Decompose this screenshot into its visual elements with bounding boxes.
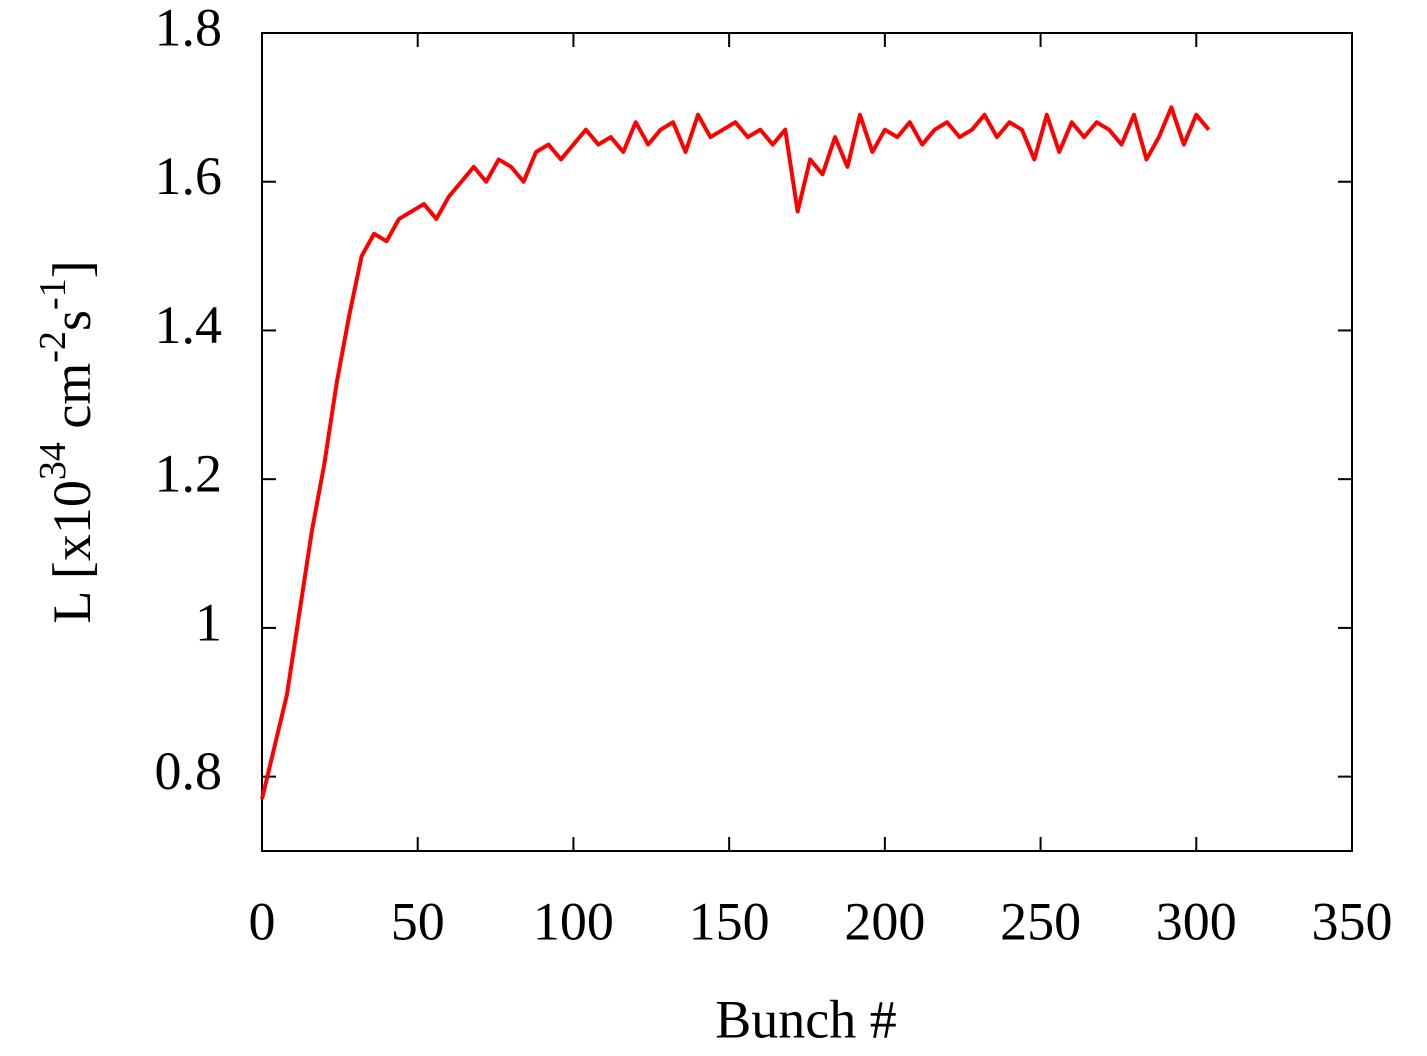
x-tick-label: 100 xyxy=(533,891,614,951)
y-axis-label: L [x1034 cm-2s-1] xyxy=(32,260,103,623)
data-line xyxy=(260,105,1211,800)
y-tick-label: 1 xyxy=(195,592,222,652)
y-tick-label: 1.4 xyxy=(155,295,223,355)
x-tick-label: 150 xyxy=(689,891,770,951)
x-tick-label: 350 xyxy=(1312,891,1393,951)
y-label-part: ] xyxy=(42,260,102,278)
y-tick-label: 1.2 xyxy=(155,444,223,504)
x-tick-label: 300 xyxy=(1156,891,1237,951)
y-tick-label: 1.6 xyxy=(155,146,223,206)
y-tick-label: 0.8 xyxy=(155,741,223,801)
x-tick-label: 250 xyxy=(1000,891,1081,951)
x-tick-label: 0 xyxy=(249,891,276,951)
y-tick-label: 1.8 xyxy=(155,0,223,57)
y-label-part: cm xyxy=(42,363,102,442)
y-label-sup: -1 xyxy=(32,278,74,310)
y-label-sup: 34 xyxy=(32,442,74,480)
x-tick-label: 50 xyxy=(391,891,445,951)
x-tick-label: 200 xyxy=(844,891,925,951)
y-label-part: s xyxy=(42,310,102,331)
y-label-sup: -2 xyxy=(32,331,74,363)
y-label-part: L [x10 xyxy=(42,480,102,623)
plot-frame xyxy=(261,32,1353,852)
x-axis-label: Bunch # xyxy=(715,989,897,1049)
